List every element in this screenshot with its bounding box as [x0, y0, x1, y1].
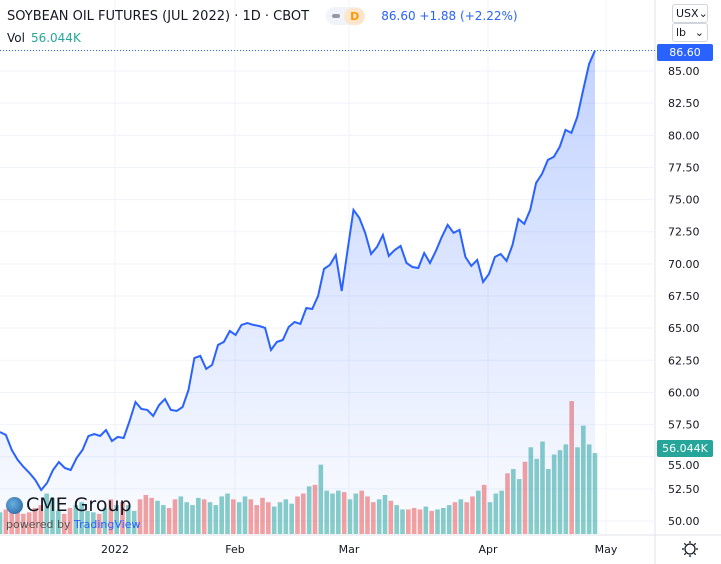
time-tick-label: May [595, 543, 618, 556]
price-tick-label: 80.00 [668, 129, 700, 142]
chevron-down-icon: ⌄ [698, 7, 708, 20]
price-change-pct: (+2.22%) [460, 9, 518, 23]
last-price: 86.60 [381, 9, 416, 23]
price-tick-label: 82.50 [668, 97, 700, 110]
volume-value: 56.044K [30, 31, 81, 45]
price-tick-label: 57.50 [668, 419, 700, 432]
cme-logo[interactable]: CME Group powered by TradingView [6, 494, 140, 531]
price-line [0, 50, 596, 492]
price-tick-label: 50.00 [668, 515, 700, 528]
unit-value: lb [676, 26, 687, 39]
brand-name: CME Group [26, 494, 132, 516]
price-tick-label: 77.50 [668, 161, 700, 174]
time-tick-label: Mar [339, 543, 360, 556]
price-tick-label: 67.50 [668, 290, 700, 303]
price-tick-label: 75.00 [668, 194, 700, 207]
chart-header: SOYBEAN OIL FUTURES (JUL 2022) · 1D · CB… [7, 7, 518, 25]
price-tick-label: 60.00 [668, 386, 700, 399]
currency-value: USX [676, 7, 699, 20]
globe-icon [6, 496, 23, 514]
price-tick-label: 70.00 [668, 258, 700, 271]
last-price-tag: 86.60 [657, 44, 713, 61]
price-tick-label: 62.50 [668, 354, 700, 367]
volume-label: Vol [7, 31, 25, 45]
tradingview-link[interactable]: TradingView [74, 518, 141, 531]
time-tick-label: 2022 [101, 543, 129, 556]
time-tick-label: Feb [225, 543, 244, 556]
time-tick-label: Apr [478, 543, 498, 556]
quote: 86.60 +1.88 (+2.22%) [381, 9, 517, 23]
settings-icon[interactable] [682, 541, 698, 557]
price-tick-label: 85.00 [668, 65, 700, 78]
dash-icon [332, 14, 341, 18]
market-status-pill[interactable]: D [326, 7, 366, 25]
volume-tag: 56.044K [657, 440, 713, 457]
currency-select[interactable]: USX ⌄ [672, 4, 708, 23]
price-tick-label: 55.00 [668, 459, 700, 472]
price-tick-label: 65.00 [668, 322, 700, 335]
unit-select[interactable]: lb ⌄ [672, 23, 708, 42]
powered-by: powered by [6, 518, 71, 531]
symbol-title[interactable]: SOYBEAN OIL FUTURES (JUL 2022) · 1D · CB… [7, 8, 310, 24]
interval-badge: D [344, 7, 366, 25]
price-change: +1.88 [419, 9, 457, 23]
price-tick-label: 52.50 [668, 483, 700, 496]
chevron-down-icon: ⌄ [694, 26, 704, 39]
price-tick-label: 72.50 [668, 226, 700, 239]
price-area-fill [0, 50, 595, 534]
volume-legend: Vol 56.044K [7, 31, 81, 45]
